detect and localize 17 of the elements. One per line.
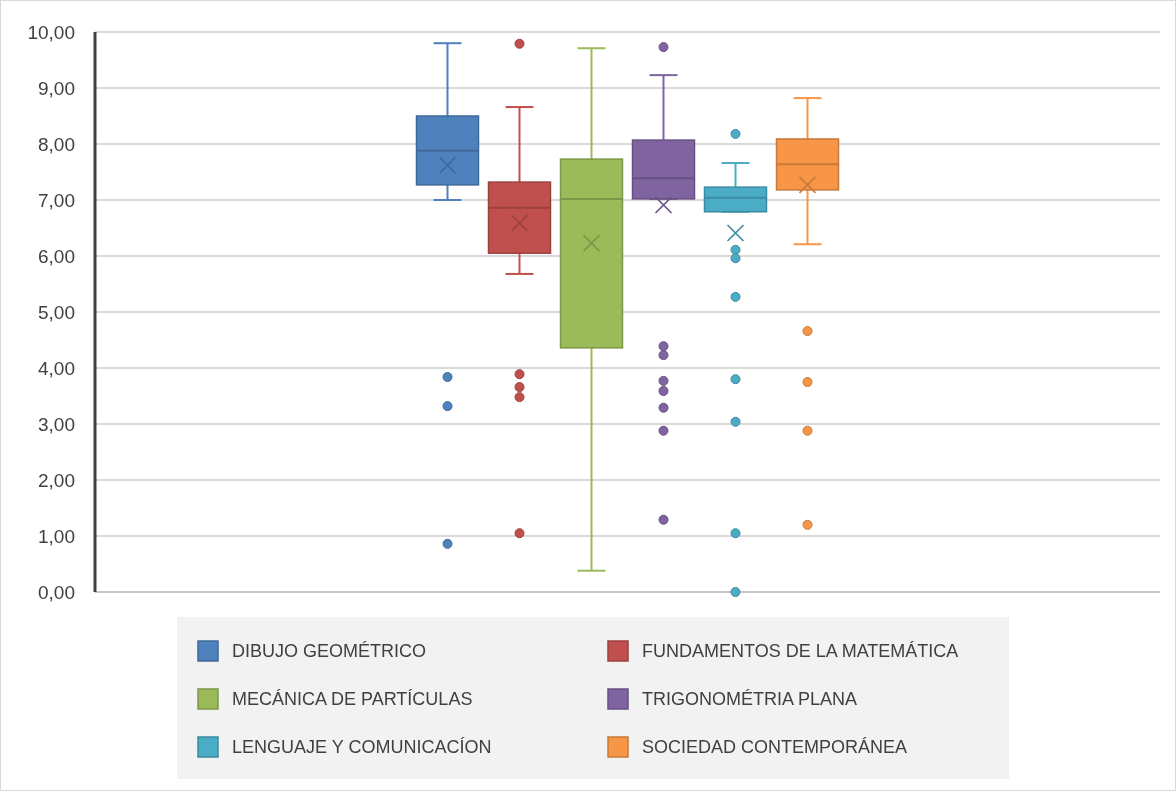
y-tick-label: 6,00 bbox=[38, 245, 75, 267]
legend-label: LENGUAJE Y COMUNICACÍON bbox=[232, 737, 492, 758]
y-tick-label: 5,00 bbox=[38, 301, 75, 323]
legend-label: DIBUJO GEOMÉTRICO bbox=[232, 641, 427, 662]
legend-label: MECÁNICA DE PARTÍCULAS bbox=[232, 689, 473, 710]
y-tick-label: 8,00 bbox=[38, 133, 75, 155]
y-tick-label: 3,00 bbox=[38, 413, 75, 435]
y-tick-label: 1,00 bbox=[38, 525, 75, 547]
y-tick-label: 10,00 bbox=[27, 21, 75, 43]
y-tick-label: 4,00 bbox=[38, 357, 75, 379]
y-tick-label: 7,00 bbox=[38, 189, 75, 211]
legend-label: TRIGONOMÉTRIA PLANA bbox=[642, 689, 858, 710]
legend-label: SOCIEDAD CONTEMPORÁNEA bbox=[642, 737, 908, 758]
y-tick-label: 2,00 bbox=[38, 469, 75, 491]
y-tick-label: 0,00 bbox=[38, 581, 75, 603]
y-tick-label: 9,00 bbox=[38, 77, 75, 99]
legend-label: FUNDAMENTOS DE LA MATEMÁTICA bbox=[642, 641, 959, 662]
